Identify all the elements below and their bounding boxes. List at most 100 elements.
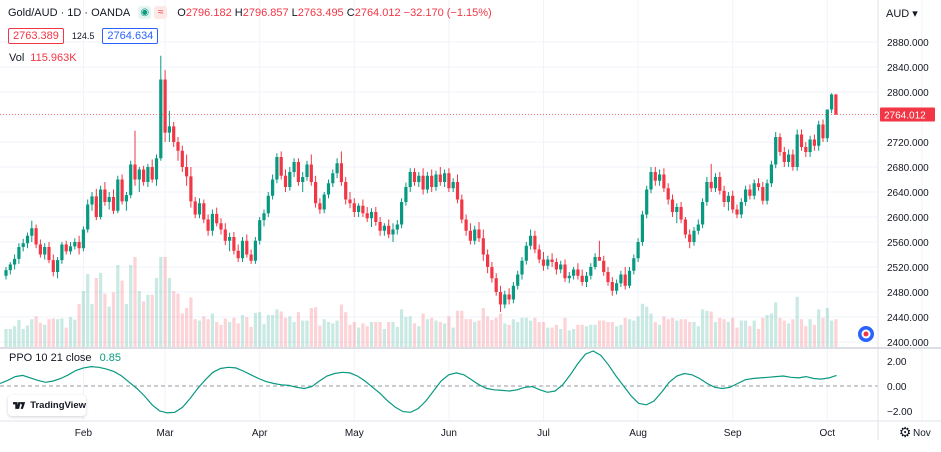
ppo-label: PPO 10 21 close: [9, 352, 92, 364]
volume-bar: [400, 309, 404, 347]
buy-price-button[interactable]: 2764.634: [102, 28, 159, 44]
eye-icon[interactable]: ◉: [138, 6, 152, 19]
candle-body: [68, 246, 73, 252]
volume-bar: [382, 329, 386, 347]
candle-body: [559, 264, 563, 270]
candle-body: [133, 164, 137, 180]
volume-bar: [675, 320, 679, 347]
candle-body: [219, 223, 223, 230]
volume-bar: [507, 324, 511, 347]
candle-body: [408, 172, 412, 187]
volume-bar: [133, 257, 137, 347]
volume-bar: [322, 319, 326, 347]
gear-icon[interactable]: ⚙: [898, 424, 912, 440]
candle-body: [473, 229, 477, 241]
sell-price-button[interactable]: 2763.389: [8, 28, 64, 44]
price-tick-label: 2400.000: [887, 338, 929, 349]
price-tick-label: 2800.000: [887, 88, 929, 99]
time-axis[interactable]: FebMarAprMayJunJulAugSepOctNovDec2023: [75, 428, 941, 439]
candle-body: [387, 225, 391, 235]
volume-bar: [223, 318, 227, 347]
volume-bar: [537, 322, 541, 347]
candle-body: [99, 189, 103, 217]
volume-bar: [709, 311, 713, 347]
volume-bar: [632, 320, 636, 347]
volume-bar: [447, 316, 451, 347]
candle-body: [554, 262, 558, 270]
volume-bar: [352, 322, 356, 347]
volume-bar: [236, 323, 240, 347]
candle-body: [400, 202, 404, 225]
last-price-value: 2764.012: [884, 110, 926, 121]
candle-body: [202, 203, 206, 220]
candle-body: [804, 147, 808, 152]
volume-legend[interactable]: Vol 115.963K: [9, 52, 77, 64]
volume-bar: [296, 312, 300, 347]
volume-bar: [292, 322, 296, 347]
alert-icon-dot: [863, 331, 869, 337]
volume-bar: [339, 304, 343, 347]
tradingview-logo-icon: [13, 402, 26, 409]
tradingview-logo[interactable]: TradingView: [8, 395, 86, 416]
candle-body: [580, 275, 584, 282]
volume-bar: [645, 306, 649, 347]
volume-bar: [271, 315, 275, 347]
candle-body: [103, 189, 107, 202]
volume-bar: [705, 310, 709, 347]
volume-bar: [610, 322, 614, 347]
candle-body: [731, 195, 735, 210]
candle-body: [107, 197, 111, 202]
time-tick-label: Aug: [629, 428, 647, 439]
time-tick-label: Jul: [537, 428, 550, 439]
volume-bar: [584, 326, 589, 347]
price-tick-label: 2560.000: [887, 238, 929, 249]
ppo-axis: 2.00 0.00 −2.00: [887, 357, 913, 418]
candle-body: [468, 230, 472, 241]
candle-body: [47, 247, 51, 261]
high-value: 2796.857: [242, 6, 289, 19]
volume-bar: [602, 320, 606, 347]
volume-bar: [185, 308, 189, 347]
candle-body: [498, 292, 503, 305]
wave-icon[interactable]: ≈: [154, 6, 168, 19]
candle-body: [146, 167, 150, 182]
volume-bar: [468, 319, 472, 347]
volume-bar: [154, 278, 159, 347]
candle-body: [735, 209, 739, 215]
volume-bar: [718, 317, 722, 347]
volume-bar: [619, 324, 623, 347]
volume-bar: [787, 323, 791, 347]
volume-bar: [486, 316, 490, 347]
volume-bar: [658, 324, 662, 347]
volume-bar: [210, 313, 214, 347]
currency-label: AUD: [886, 8, 910, 20]
candle-body: [391, 229, 395, 235]
candle-body: [404, 187, 408, 202]
candle-body: [150, 167, 154, 180]
candle-body: [305, 164, 309, 177]
alert-icon[interactable]: [858, 326, 874, 342]
candle-body: [180, 150, 184, 167]
time-tick-label: May: [345, 428, 364, 439]
ppo-legend[interactable]: PPO 10 21 close 0.85: [9, 352, 121, 364]
volume-bar: [4, 329, 8, 347]
candle-body: [17, 247, 21, 259]
volume-bar: [572, 329, 576, 347]
candle-body: [615, 283, 619, 291]
volume-bar: [516, 322, 520, 347]
volume-bar: [163, 257, 167, 347]
candle-body: [365, 213, 369, 219]
currency-selector[interactable]: AUD ▾: [886, 8, 918, 20]
volume-bar: [430, 317, 434, 347]
volume-bar: [520, 317, 524, 347]
volume-bar: [713, 322, 718, 347]
volume-bar: [64, 327, 68, 347]
candle-body: [258, 220, 262, 241]
candle-body: [602, 260, 606, 272]
candle-body: [361, 205, 365, 214]
candle-body: [378, 222, 382, 231]
candle-body: [73, 242, 77, 247]
symbol-title[interactable]: Gold/AUD · 1D · OANDA: [8, 6, 131, 19]
volume-bar: [834, 319, 838, 347]
